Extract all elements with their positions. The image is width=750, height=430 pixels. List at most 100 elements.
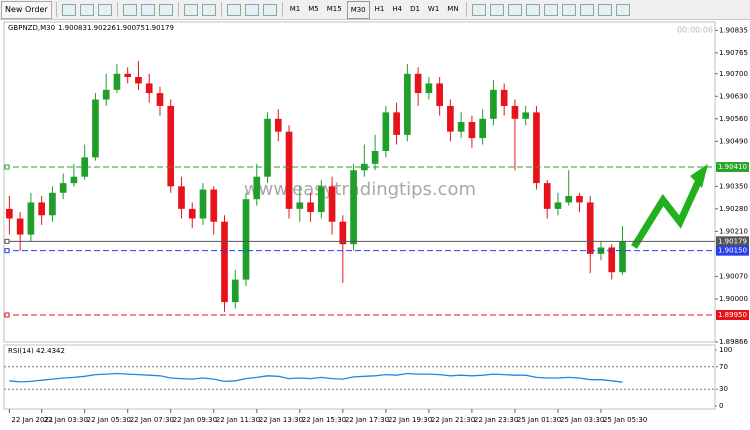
timeframes: M1 M5 M15 M30 H1 H4 D1 W1 MN — [286, 0, 463, 19]
tool-icon[interactable] — [489, 3, 504, 16]
tool-icon[interactable] — [79, 3, 94, 16]
candle-body — [38, 202, 45, 216]
tool-icon[interactable] — [183, 3, 198, 16]
candle-body — [328, 186, 336, 222]
tool-icon[interactable] — [471, 3, 486, 16]
arrow — [631, 176, 704, 249]
tool-icon[interactable] — [201, 3, 216, 16]
tool-icon[interactable] — [262, 3, 277, 16]
tool-icon[interactable] — [244, 3, 259, 16]
y-tick-label: 1.90630 — [719, 92, 748, 100]
tool-icon[interactable] — [561, 3, 576, 16]
candle-body — [533, 112, 540, 184]
separator — [465, 2, 467, 17]
timeframe-button[interactable]: M30 — [346, 0, 370, 19]
x-tick-label: 22 Jan 17:30 — [345, 416, 389, 424]
candle-body — [457, 122, 465, 132]
timeframe-button[interactable]: H1 — [374, 4, 385, 13]
timeframe-button[interactable]: H4 — [392, 4, 403, 13]
candle-body — [49, 192, 56, 216]
x-tick-label: 22 Jan 13:30 — [259, 416, 303, 424]
tool-icon[interactable] — [525, 3, 540, 16]
y-tick-label: 1.90835 — [719, 26, 748, 34]
tool-icon[interactable] — [97, 3, 112, 16]
tool-icon[interactable] — [597, 3, 612, 16]
candle-body — [554, 202, 562, 209]
candle-body — [167, 105, 175, 187]
timeframe-button[interactable]: M15 — [326, 4, 342, 13]
candle-body — [188, 208, 196, 219]
candle-body — [156, 93, 164, 106]
candle-body — [576, 195, 583, 203]
candle-body — [92, 99, 99, 158]
tool-icon[interactable] — [122, 3, 137, 16]
candle-body — [339, 221, 347, 245]
candle-body — [479, 118, 486, 139]
timeframe-button[interactable]: M5 — [308, 4, 319, 13]
candle-body — [511, 105, 519, 119]
timeframe-button[interactable]: MN — [447, 4, 459, 13]
candle-body — [145, 83, 153, 94]
toolbar: New Order M1 M5 M15 M30 H1 H4 D1 W1 MN — [0, 0, 750, 20]
x-tick-label: 22 Jan 03:30 — [44, 416, 88, 424]
x-tick-label: 22 Jan 11:30 — [216, 416, 260, 424]
price-tag-label: 1.90410 — [718, 163, 747, 171]
candle-body — [6, 208, 13, 219]
y-tick-label: 1.90350 — [719, 182, 748, 190]
candle-body — [350, 170, 357, 245]
price-tag-label: 1.90150 — [718, 247, 747, 255]
candle-body — [285, 131, 293, 209]
x-tick-label: 22 Jan 07:30 — [130, 416, 174, 424]
x-tick-label: 22 Jan 2021 — [11, 416, 53, 424]
rsi-line — [9, 372, 623, 383]
y-tick-label: 1.90000 — [719, 295, 748, 303]
candle-body — [414, 73, 422, 94]
timeframe-button[interactable]: D1 — [410, 4, 420, 13]
tool-icon[interactable] — [140, 3, 155, 16]
tool-icon[interactable] — [226, 3, 241, 16]
candle-body — [490, 89, 497, 119]
symbol-label: GBPNZD,M30 — [8, 24, 55, 32]
y-tick-label: 1.90070 — [719, 272, 748, 280]
y-tick-label: 1.90765 — [719, 49, 748, 57]
tool-icon[interactable] — [579, 3, 594, 16]
tool-icon[interactable] — [507, 3, 522, 16]
candle-body — [619, 241, 626, 273]
candle-body — [522, 112, 530, 119]
tool-icon[interactable] — [61, 3, 76, 16]
ohlc-value: 1.90179 — [145, 24, 174, 32]
rsi-tick-label: 30 — [719, 385, 728, 393]
x-tick-label: 22 Jan 21:30 — [431, 416, 475, 424]
x-tick-label: 22 Jan 05:30 — [87, 416, 131, 424]
candle-body — [253, 176, 261, 200]
candle-body — [404, 73, 411, 135]
ohlc-value: 1.90226 — [87, 24, 116, 32]
candle-body — [371, 150, 379, 164]
rsi-tick-label: 0 — [719, 402, 723, 410]
new-order-button[interactable]: New Order — [1, 0, 52, 19]
timeframe-button[interactable]: M1 — [289, 4, 301, 13]
price-tag — [716, 236, 749, 247]
tool-icon[interactable] — [615, 3, 630, 16]
timeframe-button[interactable]: W1 — [427, 4, 440, 13]
ohlc-value: 1.90075 — [116, 24, 145, 32]
ohlc-value: 1.90083 — [58, 24, 87, 32]
arrow-head — [690, 164, 708, 188]
candle-body — [565, 195, 573, 203]
y-tick-label: 1.90700 — [719, 70, 748, 78]
candle-body — [199, 189, 207, 219]
candle-body — [264, 118, 271, 177]
candle-body — [382, 112, 390, 151]
separator — [281, 2, 283, 17]
tool-icon[interactable] — [158, 3, 173, 16]
candle-body — [178, 186, 185, 209]
candle-body — [231, 279, 239, 303]
candle-body — [436, 83, 443, 106]
x-tick-label: 25 Jan 01:30 — [517, 416, 561, 424]
line-anchor — [4, 248, 10, 254]
separator — [116, 2, 118, 17]
tool-icon[interactable] — [543, 3, 558, 16]
line-anchor — [4, 164, 10, 170]
